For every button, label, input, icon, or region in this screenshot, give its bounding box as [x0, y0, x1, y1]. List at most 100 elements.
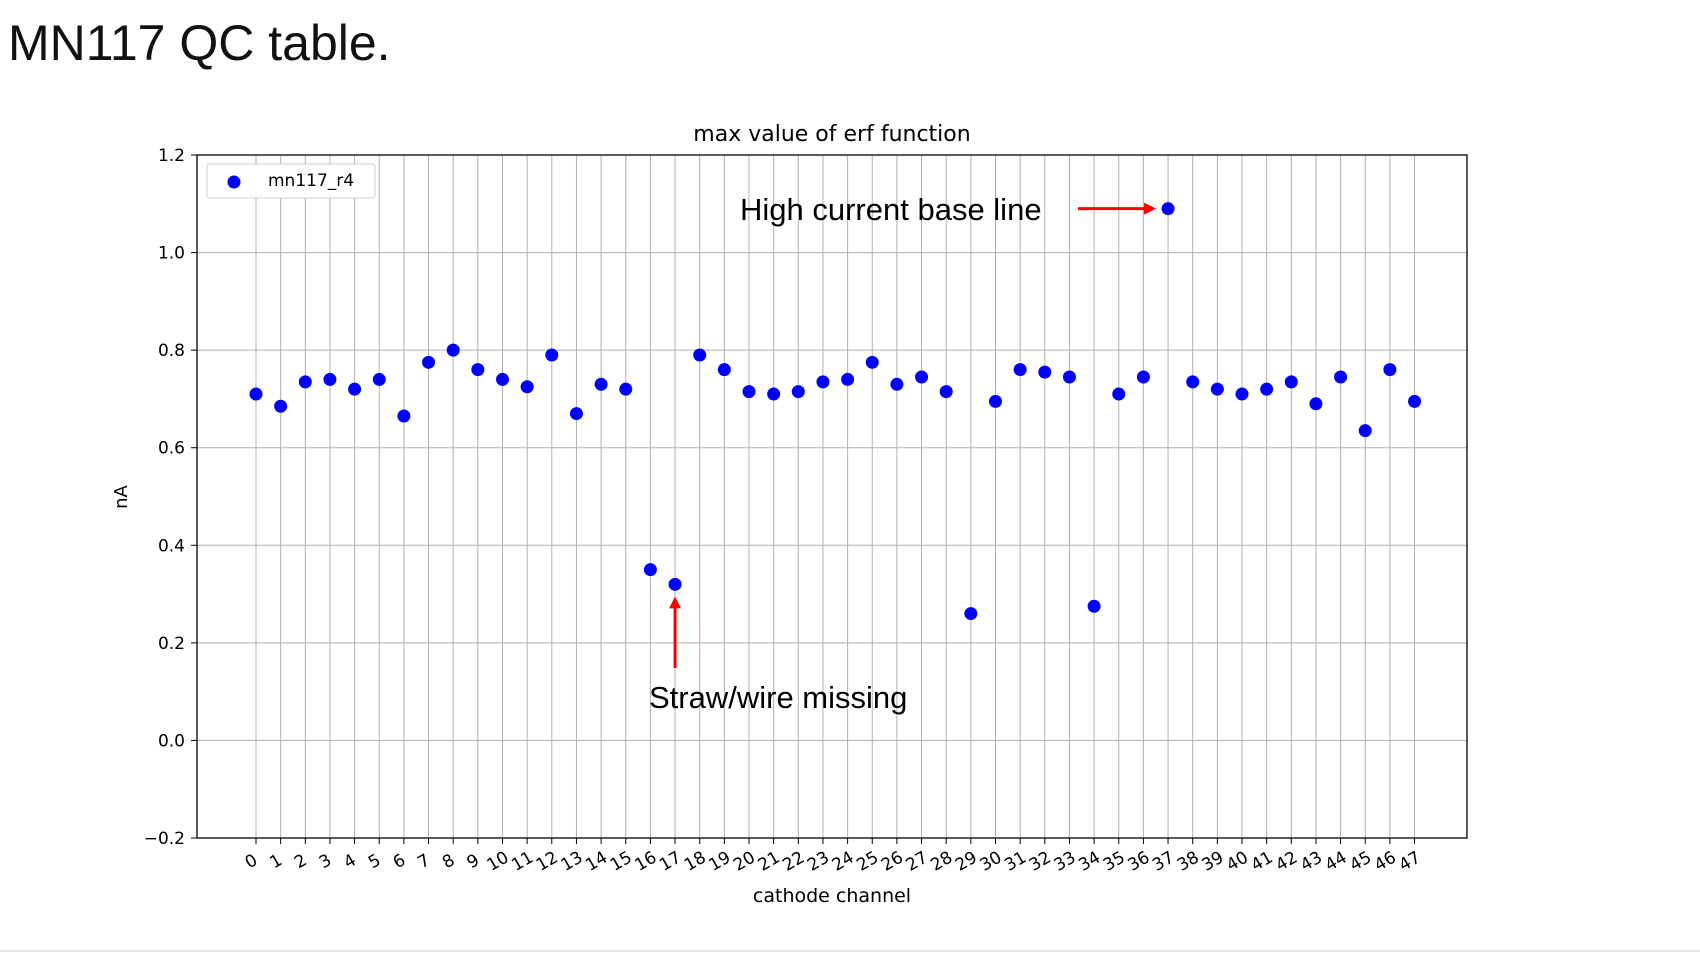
data-point — [643, 563, 657, 577]
x-tick-label: 9 — [464, 850, 483, 873]
x-tick-label: 45 — [1346, 848, 1375, 876]
x-tick-label: 22 — [779, 848, 808, 876]
data-point — [742, 385, 756, 399]
data-point — [545, 348, 559, 362]
data-point — [1383, 363, 1397, 377]
x-tick-label: 20 — [730, 848, 759, 876]
x-tick-label: 17 — [656, 848, 685, 876]
data-point — [915, 370, 929, 384]
data-point — [249, 387, 263, 401]
data-point — [1334, 370, 1348, 384]
x-tick-label: 14 — [582, 848, 611, 876]
data-point — [1087, 599, 1101, 613]
y-tick-label: 1.2 — [158, 146, 185, 166]
x-tick-label: 8 — [439, 850, 458, 873]
y-tick-label: 1.0 — [158, 244, 185, 264]
annotation-arrow-head — [669, 596, 682, 609]
annotation-missing: Straw/wire missing — [649, 680, 907, 715]
x-tick-label: 32 — [1026, 848, 1055, 876]
x-axis-ticks: 0 1 2 3 4 5 6 7 8 9 101112131415161718192021222324… — [242, 838, 1424, 876]
annotations: High current base line Straw/wire missin… — [649, 192, 1157, 715]
data-point — [274, 399, 288, 413]
x-tick-label: 40 — [1223, 848, 1252, 876]
data-point — [1260, 382, 1274, 396]
y-tick-label: 0.0 — [158, 731, 185, 751]
chart-title: max value of erf function — [693, 122, 970, 147]
x-tick-label: 30 — [977, 848, 1006, 876]
data-points — [249, 202, 1422, 621]
x-tick-label: 24 — [829, 848, 858, 876]
x-tick-label: 19 — [705, 848, 734, 876]
data-point — [1210, 382, 1224, 396]
y-axis-label: nA — [111, 484, 132, 508]
x-tick-label: 10 — [484, 848, 513, 876]
data-point — [471, 363, 485, 377]
data-point — [496, 372, 509, 386]
x-tick-label: 35 — [1100, 848, 1129, 876]
slide-title: MN117 QC table. — [8, 15, 391, 71]
x-tick-label: 1 — [266, 850, 285, 873]
x-tick-label: 13 — [558, 848, 587, 876]
x-tick-label: 26 — [878, 848, 907, 876]
x-tick-label: 12 — [533, 848, 562, 876]
data-point — [1284, 375, 1298, 389]
x-tick-label: 4 — [340, 850, 359, 873]
data-point — [939, 385, 953, 399]
x-tick-label: 46 — [1371, 848, 1400, 876]
x-tick-label: 38 — [1174, 848, 1203, 876]
data-point — [1358, 424, 1372, 438]
data-point — [964, 607, 978, 621]
data-point — [446, 343, 460, 357]
y-tick-label: 0.8 — [158, 341, 185, 361]
data-point — [348, 382, 362, 396]
annotation-high-current: High current base line — [740, 192, 1042, 227]
data-point — [397, 409, 411, 423]
data-point — [767, 387, 781, 401]
x-tick-label: 15 — [607, 848, 636, 876]
data-point — [816, 375, 830, 389]
data-point — [1235, 387, 1249, 401]
x-tick-label: 27 — [903, 848, 932, 876]
y-tick-label: 0.6 — [158, 439, 185, 459]
x-tick-label: 29 — [952, 848, 981, 876]
data-point — [1161, 202, 1175, 216]
y-axis-ticks: −0.2 0.0 0.2 0.4 0.6 0.8 1.0 1.2 — [144, 146, 197, 849]
grid — [197, 154, 1467, 839]
data-point — [619, 382, 633, 396]
plot-frame — [196, 154, 1468, 839]
data-point — [717, 363, 731, 377]
x-tick-label: 23 — [804, 848, 833, 876]
data-point — [594, 377, 608, 391]
x-tick-label: 33 — [1051, 848, 1080, 876]
x-tick-label: 16 — [632, 848, 661, 876]
y-tick-label: 0.4 — [158, 536, 185, 556]
data-point — [520, 380, 534, 394]
data-point — [865, 355, 879, 369]
legend-box — [206, 163, 376, 199]
x-tick-label: 43 — [1297, 848, 1326, 876]
data-point — [1062, 370, 1076, 384]
data-point — [1038, 365, 1052, 379]
x-tick-label: 2 — [291, 850, 310, 873]
x-tick-label: 39 — [1198, 848, 1227, 876]
annotation-arrow-head — [1144, 202, 1157, 215]
data-point — [569, 407, 583, 421]
data-point — [668, 577, 682, 591]
x-tick-label: 34 — [1075, 848, 1104, 876]
x-tick-label: 21 — [755, 848, 784, 876]
legend-marker — [227, 175, 241, 189]
data-point — [989, 394, 1002, 408]
x-axis-label: cathode channel — [753, 885, 911, 907]
x-tick-label: 28 — [927, 848, 956, 876]
data-point — [1408, 394, 1422, 408]
data-point — [841, 372, 855, 386]
data-point — [372, 372, 386, 386]
data-point — [1186, 375, 1200, 389]
x-tick-label: 25 — [853, 848, 882, 876]
x-tick-label: 6 — [390, 850, 409, 873]
x-tick-label: 36 — [1125, 848, 1154, 876]
y-tick-label: −0.2 — [144, 829, 185, 849]
x-tick-label: 0 — [242, 850, 261, 873]
data-point — [422, 355, 436, 369]
